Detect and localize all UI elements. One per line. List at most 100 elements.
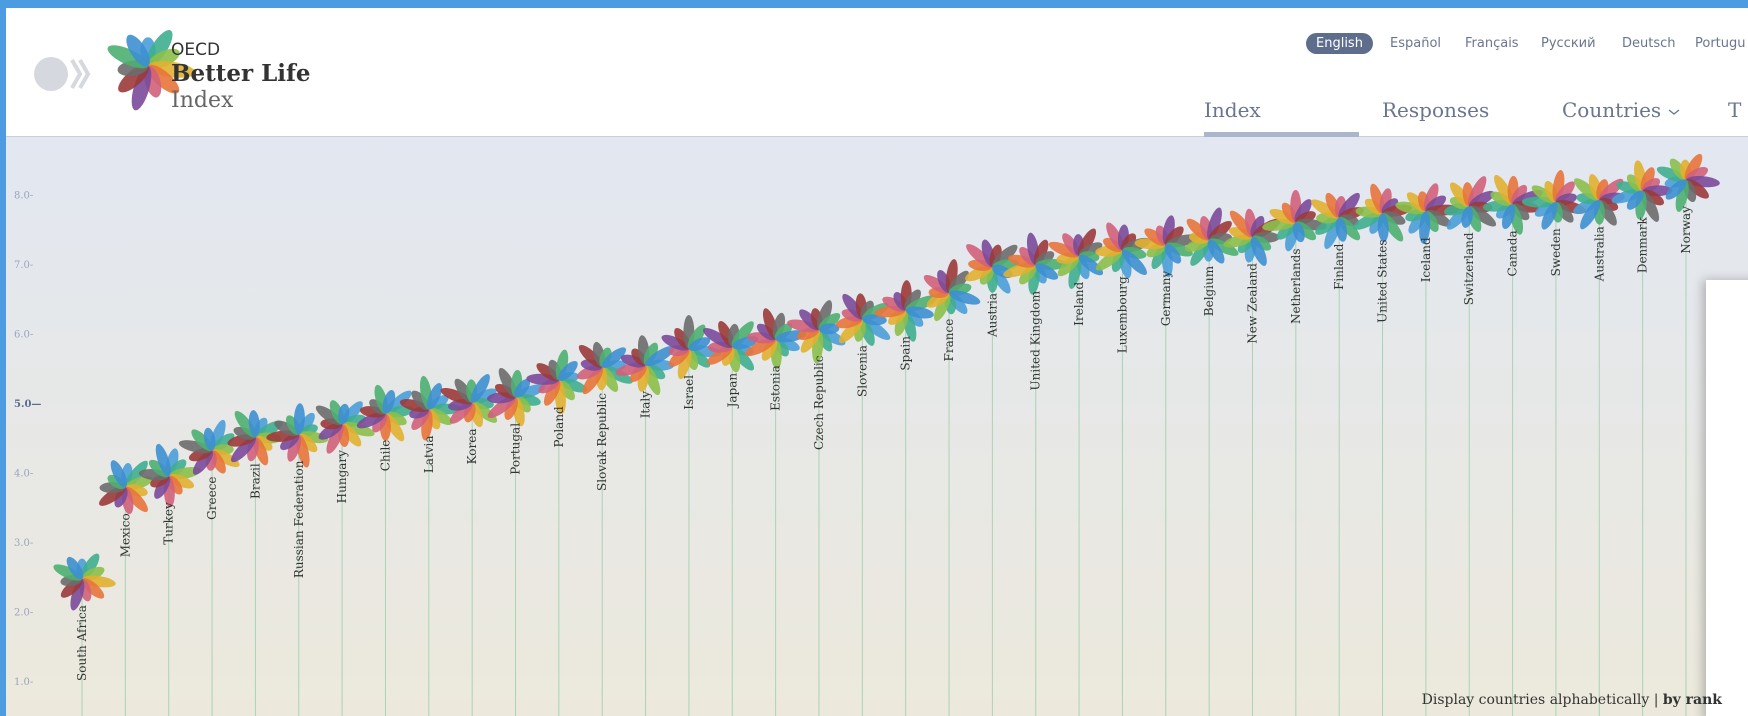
- country-flower: [1521, 170, 1586, 230]
- country-label: South Africa: [75, 605, 89, 681]
- petal: [1626, 190, 1644, 210]
- language-option[interactable]: Русский: [1541, 36, 1596, 51]
- petal: [1250, 215, 1265, 238]
- y-tick-label: 5.0—: [14, 399, 41, 410]
- country-label: Hungary: [335, 450, 349, 503]
- country-label: United Kingdom: [1029, 290, 1043, 390]
- petal: [504, 396, 518, 420]
- sort-option[interactable]: alphabetically: [1549, 692, 1650, 708]
- country-flower: [356, 384, 414, 442]
- y-tick-label: 7.0-: [14, 260, 33, 271]
- language-option[interactable]: Deutsch: [1622, 36, 1676, 51]
- petal: [1490, 191, 1513, 207]
- country-label: Israel: [682, 375, 696, 410]
- country-label: France: [942, 319, 956, 362]
- country-flower: [615, 335, 675, 396]
- petal: [1121, 249, 1147, 276]
- language-option[interactable]: Français: [1465, 36, 1519, 51]
- petal: [905, 306, 934, 319]
- active-tab-indicator: [1204, 132, 1359, 137]
- petal: [1208, 238, 1239, 256]
- country-flower: [787, 300, 846, 364]
- country-flower: [874, 280, 938, 342]
- petal: [440, 387, 473, 405]
- petal: [601, 347, 627, 368]
- language-option[interactable]: Español: [1390, 36, 1442, 51]
- petal: [1461, 206, 1473, 228]
- petal: [688, 337, 711, 352]
- country-label: Iceland: [1419, 237, 1433, 282]
- country-flower: [53, 553, 116, 611]
- logo-graphic: [34, 29, 196, 111]
- country-flower: [227, 410, 283, 466]
- petal: [818, 323, 840, 335]
- language-option[interactable]: English: [1306, 33, 1373, 54]
- country-flower: [1185, 207, 1239, 266]
- country-label: Chile: [378, 440, 392, 472]
- y-tick-label: 1.0-: [14, 677, 33, 688]
- country-label: Greece: [205, 476, 219, 519]
- country-label: Slovenia: [855, 345, 869, 397]
- petal: [287, 434, 302, 462]
- country-label: New Zealand: [1245, 263, 1259, 344]
- country-label: Russian Federation: [292, 460, 306, 578]
- country-label: Switzerland: [1462, 232, 1476, 305]
- country-label: Czech Republic: [812, 355, 826, 450]
- petal: [385, 411, 407, 426]
- country-flower: [487, 367, 546, 427]
- y-tick-label: 8.0-: [14, 191, 33, 202]
- petal: [1164, 244, 1182, 264]
- petal: [326, 423, 344, 454]
- separator: |: [1653, 692, 1659, 708]
- petal: [1419, 211, 1431, 244]
- nav-tab[interactable]: Responses: [1382, 98, 1490, 122]
- country-flower: [1395, 183, 1460, 244]
- petal: [470, 374, 490, 403]
- country-flower: [1048, 228, 1104, 289]
- logo-title: Better Life: [171, 60, 311, 87]
- petal: [1665, 179, 1687, 200]
- petal: [558, 361, 578, 382]
- nav-tab[interactable]: Index: [1204, 98, 1261, 122]
- petal: [338, 403, 350, 425]
- petal: [1580, 199, 1601, 230]
- side-panel: [1706, 280, 1748, 716]
- country-label: Australia: [1592, 226, 1606, 282]
- petal: [645, 345, 675, 367]
- language-option[interactable]: Portugu: [1695, 36, 1746, 51]
- petal: [1377, 213, 1389, 242]
- petal: [203, 427, 216, 451]
- petal: [66, 556, 84, 580]
- logo-oecd: OECD: [171, 40, 221, 60]
- country-label: Germany: [1159, 270, 1173, 326]
- petal: [1541, 202, 1558, 230]
- nav-tab[interactable]: Countries: [1562, 98, 1681, 122]
- petal: [70, 578, 85, 611]
- petal: [1068, 255, 1082, 289]
- country-flower: [138, 443, 201, 508]
- petal: [1250, 236, 1267, 266]
- petal: [131, 65, 152, 111]
- petal: [677, 348, 692, 380]
- petal: [426, 383, 442, 410]
- logo-index: Index: [171, 88, 234, 113]
- petal: [110, 460, 127, 488]
- nav-tab[interactable]: T: [1728, 98, 1742, 122]
- country-flower: [526, 349, 588, 415]
- petal: [948, 290, 981, 305]
- sort-option[interactable]: by rank: [1662, 692, 1722, 708]
- country-label: Portugal: [509, 423, 523, 475]
- petal: [293, 403, 305, 435]
- y-tick-label: 4.0-: [14, 469, 33, 480]
- country-label: Japan: [725, 373, 739, 410]
- petal: [1035, 263, 1059, 280]
- petal: [107, 45, 149, 69]
- chart: 1.0- 2.0- 3.0- 4.0- 5.0— 6.0- 7.0- 8.0- South Af…: [6, 136, 1748, 716]
- window: 1.0- 2.0- 3.0- 4.0- 5.0— 6.0- 7.0- 8.0- South Af…: [6, 8, 1748, 716]
- petal: [1501, 204, 1516, 230]
- sort-control: Display countries alphabetically | by ra…: [1422, 692, 1722, 708]
- country-flower: [1134, 215, 1199, 278]
- country-label: Belgium: [1202, 265, 1216, 316]
- country-label: Sweden: [1549, 228, 1563, 276]
